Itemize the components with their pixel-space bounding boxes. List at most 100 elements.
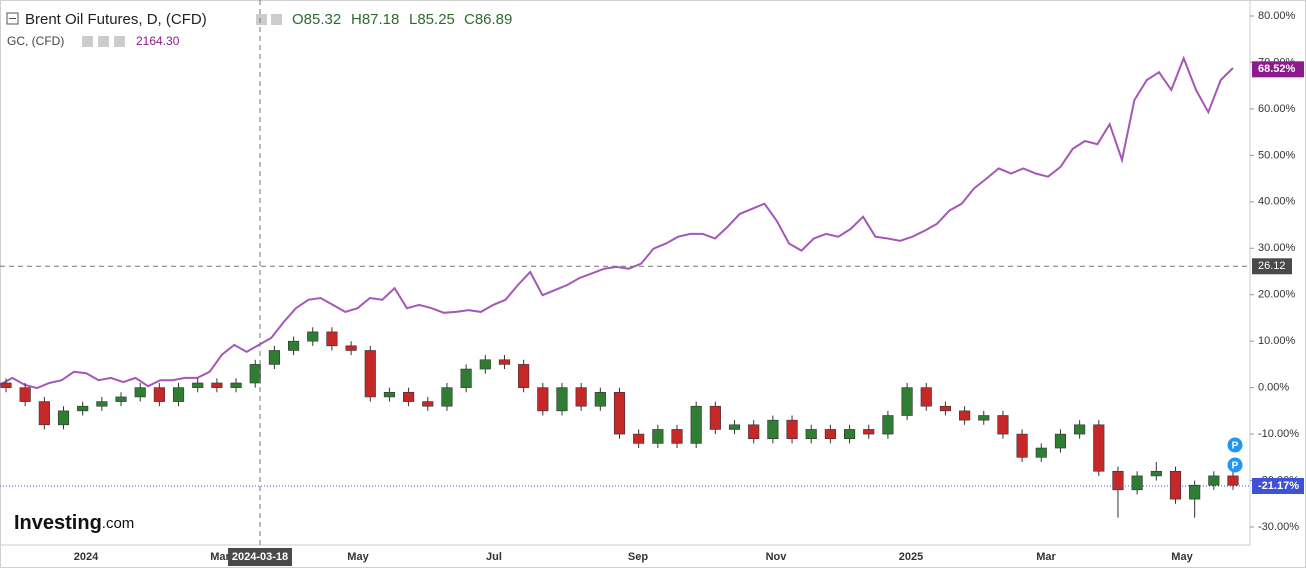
candle-body (1074, 424, 1086, 435)
candle-body (211, 382, 223, 388)
crosshair-x-box (228, 548, 292, 566)
candle-body (978, 415, 990, 421)
event-marker (1227, 457, 1243, 473)
compare-close-icon[interactable] (114, 36, 125, 47)
candle-body (537, 387, 549, 412)
legend-open: O85.32 (292, 11, 341, 28)
legend-low: L85.25 (409, 11, 455, 28)
crosshair-y-box (1252, 258, 1292, 275)
y-tick-label: 50.00% (1258, 149, 1296, 161)
candle-body (728, 424, 741, 430)
candle-body (652, 429, 664, 444)
candle-body (1093, 424, 1105, 472)
candle-body (1016, 433, 1028, 458)
line-series (0, 55, 1234, 390)
candle-body (192, 382, 204, 388)
event-marker-label: P (1232, 461, 1239, 472)
crosshair-y-label: 26.12 (1258, 260, 1286, 272)
y-tick-label: 80.00% (1258, 10, 1296, 22)
compare-value: 2164.30 (136, 34, 180, 48)
candle-body (671, 429, 683, 444)
y-tick-label: -30.00% (1258, 521, 1299, 533)
legend-close: C86.89 (464, 11, 512, 28)
candle-body (19, 387, 31, 402)
x-tick-label: Nov (766, 551, 788, 563)
candle-body (1227, 475, 1239, 486)
candle-body (786, 419, 798, 440)
candle-body (115, 396, 127, 402)
candle-body (1035, 447, 1047, 458)
y-tick-label: -10.00% (1258, 428, 1299, 440)
crosshair-x-label: 2024-03-18 (232, 551, 288, 563)
y-tick-label: 0.00% (1258, 382, 1289, 394)
candle-body (479, 359, 491, 370)
candle-body (345, 345, 357, 351)
candle-body (383, 391, 396, 398)
candle-body (939, 405, 951, 412)
candle-body (172, 387, 185, 402)
candle-body (441, 387, 453, 407)
x-tick-label: May (1171, 551, 1193, 563)
candle-body (1054, 433, 1067, 449)
last-value-label: -21.17% (1258, 480, 1299, 492)
candle-body (901, 387, 913, 416)
candle-body (690, 405, 702, 444)
legend-title: Brent Oil Futures, D, (CFD) (25, 11, 207, 28)
event-marker (1227, 437, 1243, 453)
candle-body (997, 415, 1009, 435)
x-tick-label: Mar (210, 551, 230, 563)
settings-icon[interactable] (256, 14, 267, 25)
legend-high: H87.18 (351, 11, 399, 28)
x-tick-label: May (347, 551, 369, 563)
candle-body (709, 405, 721, 430)
x-tick-label: 2024 (74, 551, 99, 563)
close-icon[interactable] (271, 14, 282, 25)
candle-body (1169, 470, 1182, 500)
candle-body (1131, 475, 1143, 491)
candle-body (767, 419, 779, 440)
candle-body (633, 433, 645, 444)
candle-body (230, 382, 242, 388)
candle-body (613, 391, 626, 435)
y-tick-label: 20.00% (1258, 289, 1296, 301)
candle-body (307, 331, 319, 342)
y-tick-label: 60.00% (1258, 103, 1296, 115)
x-tick-label: 2025 (899, 551, 923, 563)
candle-body (96, 401, 108, 407)
candle-body (1150, 470, 1162, 477)
compare-hide-icon[interactable] (98, 36, 109, 47)
candle-body (920, 387, 932, 407)
plot-area (0, 55, 1239, 518)
compare-settings-icon[interactable] (82, 36, 93, 47)
candle-body (518, 364, 530, 388)
y-tick-label: 30.00% (1258, 242, 1296, 254)
last-value-box (1252, 61, 1304, 78)
candle-body (460, 368, 472, 388)
collapse-icon[interactable] (6, 12, 19, 25)
candle-body (134, 387, 146, 398)
candle-body (326, 331, 338, 347)
last-value-box (1252, 477, 1304, 494)
y-tick-label: 10.00% (1258, 335, 1296, 347)
candle-body (249, 364, 261, 384)
x-tick-label: Sep (628, 551, 648, 563)
x-tick-label: Jul (486, 551, 502, 563)
x-tick-label: Mar (1036, 551, 1056, 563)
y-tick-label: 40.00% (1258, 196, 1296, 208)
candle-body (288, 340, 300, 351)
candle-body (422, 401, 434, 407)
candle-body (38, 401, 50, 426)
last-value-label: 68.52% (1258, 63, 1296, 75)
candle-body (959, 410, 971, 421)
candle-body (556, 387, 568, 412)
watermark-suffix: .com (102, 515, 135, 532)
candle-body (805, 429, 817, 440)
candle-body (0, 382, 12, 388)
candle-body (882, 415, 894, 435)
candle-body (843, 429, 856, 440)
candle-body (364, 350, 376, 398)
event-marker-label: P (1232, 441, 1239, 452)
candle-body (268, 350, 280, 365)
watermark: Investing.com (14, 512, 134, 534)
